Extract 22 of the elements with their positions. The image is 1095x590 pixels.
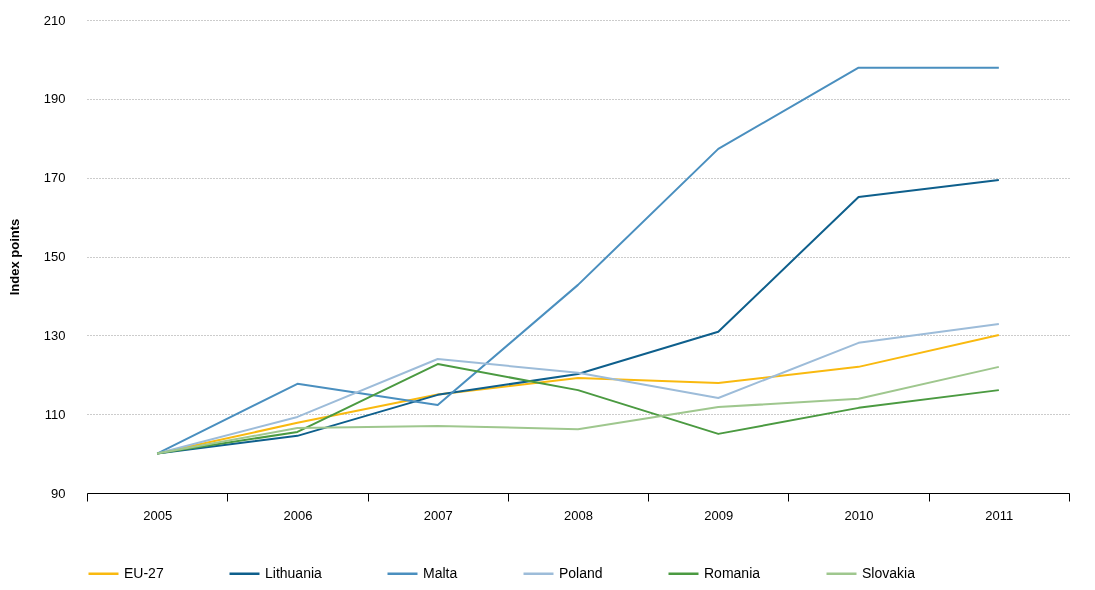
x-tick-label: 2007 — [423, 507, 453, 523]
y-axis-title: Index points — [6, 218, 22, 296]
x-tick-label: 2011 — [985, 507, 1014, 523]
x-tick-label: 2006 — [283, 507, 313, 523]
x-tick-label: 2010 — [844, 507, 874, 523]
x-tick-label: 2008 — [564, 507, 593, 523]
x-tick-label: 2005 — [143, 507, 173, 523]
line-series — [156, 66, 1000, 455]
y-tick-label: 130 — [43, 327, 66, 343]
y-tick-label: 90 — [51, 485, 66, 501]
legend-label: Slovakia — [862, 564, 916, 581]
legend-label: Malta — [423, 564, 458, 581]
y-tick-label: 210 — [43, 12, 66, 28]
y-tick-label: 170 — [43, 170, 66, 186]
y-tick-label: 110 — [44, 406, 66, 422]
y-tick-label: 150 — [43, 249, 66, 264]
y-tick-label: 190 — [43, 91, 66, 107]
legend-label: EU-27 — [124, 564, 164, 581]
legend-label: Lithuania — [265, 564, 323, 581]
legend-label: Romania — [704, 564, 761, 581]
x-tick-label: 2009 — [704, 507, 734, 523]
legend-label: Poland — [559, 564, 603, 581]
